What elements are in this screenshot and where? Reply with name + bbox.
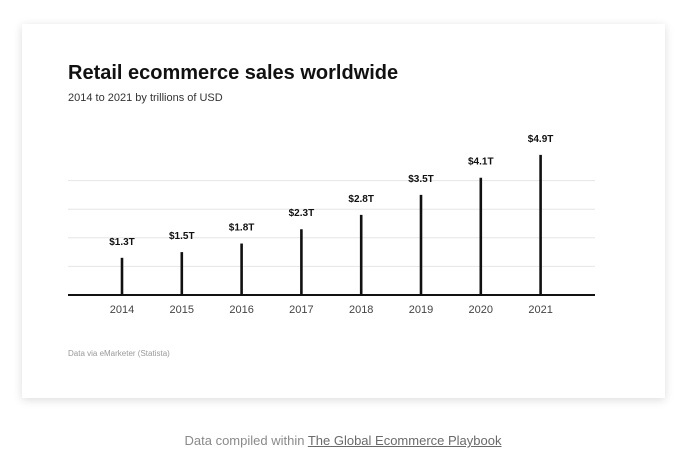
caption-text: Data compiled within xyxy=(184,433,308,448)
chart-title: Retail ecommerce sales worldwide xyxy=(68,62,399,84)
chart-card: Retail ecommerce sales worldwide 2014 to… xyxy=(22,24,665,398)
bar-chart: $1.3T 2014 $1.5T 2015 $1.8T 2016 $2.3T 2017 $2.8… xyxy=(68,134,595,316)
x-tick-label: 2015 xyxy=(170,304,194,316)
chart-subtitle: 2014 to 2021 by trillions of USD xyxy=(68,92,223,104)
data-label: $1.5T xyxy=(169,231,195,242)
data-label: $1.3T xyxy=(109,237,135,248)
data-label: $4.9T xyxy=(528,134,554,145)
source-note: Data via eMarketer (Statista) xyxy=(68,349,170,358)
data-label: $3.5T xyxy=(408,174,434,185)
data-label: $4.1T xyxy=(468,157,494,168)
x-tick-label: 2014 xyxy=(110,304,134,316)
data-label: $2.8T xyxy=(348,194,374,205)
x-tick-label: 2016 xyxy=(229,304,253,316)
data-label: $2.3T xyxy=(289,208,315,219)
x-tick-label: 2018 xyxy=(349,304,373,316)
x-tick-label: 2019 xyxy=(409,304,433,316)
data-label: $1.8T xyxy=(229,223,255,234)
playbook-link[interactable]: The Global Ecommerce Playbook xyxy=(307,433,502,448)
x-tick-label: 2017 xyxy=(289,304,313,316)
x-tick-label: 2020 xyxy=(469,304,493,316)
caption: Data compiled within The Global Ecommerc… xyxy=(0,433,686,448)
x-tick-label: 2021 xyxy=(528,304,552,316)
